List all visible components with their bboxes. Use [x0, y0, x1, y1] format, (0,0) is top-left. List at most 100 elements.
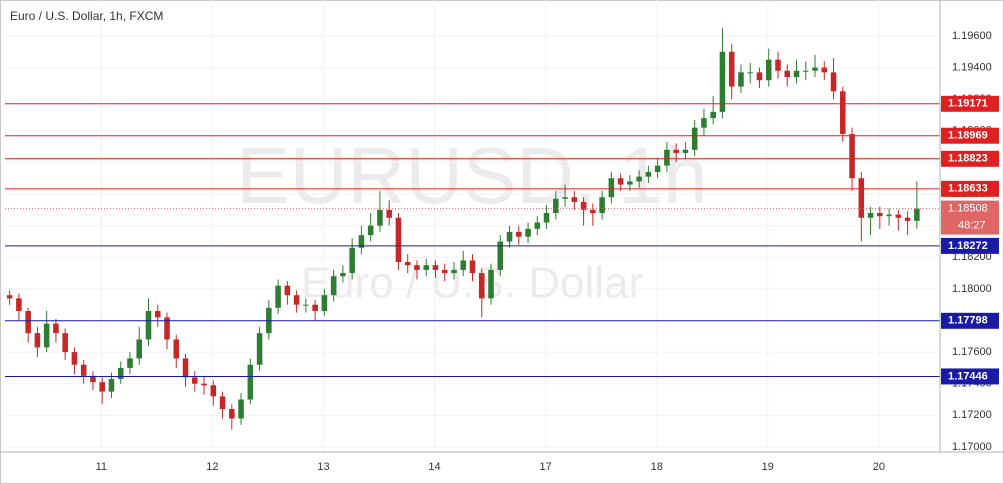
candle-body	[303, 304, 309, 306]
candle-body	[701, 118, 707, 128]
candle-body	[451, 269, 457, 274]
candle-body	[173, 339, 180, 359]
candle-body	[99, 382, 105, 392]
level-label: 1.17798	[948, 315, 988, 327]
candle-body	[312, 304, 318, 312]
level-label: 1.18633	[948, 183, 988, 195]
level-label-box	[941, 95, 999, 112]
candle-body	[395, 217, 402, 263]
x-tick-label: 12	[206, 461, 218, 473]
candle-body	[488, 269, 494, 299]
candle-body	[182, 358, 189, 378]
level-label: 1.18823	[948, 153, 988, 165]
candle-body	[877, 213, 883, 217]
candle-body	[247, 364, 254, 400]
candle-body	[682, 149, 689, 153]
candle-body	[192, 377, 198, 384]
candle-body	[793, 70, 800, 78]
candle-body	[404, 262, 411, 266]
candle-body	[423, 265, 429, 270]
x-tick-label: 11	[96, 461, 107, 473]
x-tick-label: 14	[428, 461, 440, 473]
candle-body	[62, 333, 68, 353]
x-tick-label: 19	[762, 461, 774, 473]
y-tick-label: 1.19400	[952, 61, 992, 73]
candle-body	[80, 364, 87, 376]
level-label: 1.18969	[948, 130, 988, 142]
candle-body	[284, 285, 291, 296]
chart-title: Euro / U.S. Dollar, 1h, FXCM	[10, 9, 163, 23]
candle-body	[562, 197, 568, 199]
candle-body	[710, 111, 716, 119]
level-label-box	[941, 127, 999, 144]
y-tick-label: 1.17200	[952, 409, 992, 421]
last-price-box	[941, 200, 999, 235]
candle-body	[719, 51, 726, 112]
candle-body	[636, 176, 642, 182]
candle-body	[821, 67, 828, 73]
candle-body	[664, 149, 670, 166]
countdown: 48:27	[958, 219, 986, 231]
candle-body	[117, 367, 124, 379]
candle-body	[127, 358, 133, 368]
x-tick-label: 18	[651, 461, 663, 473]
level-label: 1.18272	[948, 240, 988, 252]
candle-body	[16, 298, 22, 312]
candle-body	[784, 70, 791, 78]
watermark: EURUSD, 1h	[236, 131, 707, 220]
candle-body	[414, 265, 420, 270]
y-tick-label: 1.19600	[952, 30, 992, 42]
candle-body	[895, 214, 902, 218]
candle-body	[469, 260, 476, 274]
level-label-box	[941, 312, 999, 329]
level-label: 1.19171	[948, 98, 988, 110]
candle-body	[802, 70, 809, 72]
x-tick-label: 13	[317, 461, 329, 473]
candle-body	[154, 311, 161, 318]
candle-body	[553, 198, 559, 214]
candle-body	[460, 260, 467, 270]
candle-body	[293, 295, 300, 305]
candle-body	[525, 228, 531, 237]
candle-body	[534, 222, 541, 229]
candle-body	[654, 165, 661, 172]
candle-body	[608, 178, 615, 198]
candle-body	[34, 333, 41, 348]
candle-body	[627, 181, 633, 185]
candle-body	[849, 133, 855, 179]
level-label-box	[941, 237, 999, 254]
candle-body	[516, 231, 522, 237]
candle-body	[330, 276, 337, 296]
candle-body	[747, 72, 753, 74]
candle-body	[812, 67, 818, 71]
candle-body	[765, 59, 772, 81]
candle-body	[210, 385, 217, 397]
candle-body	[108, 378, 115, 392]
candle-body	[432, 265, 439, 270]
last-price-label: 1.18508	[948, 202, 988, 214]
candle-body	[164, 317, 170, 340]
candle-body	[367, 225, 374, 236]
candle-body	[590, 209, 596, 214]
candle-body	[617, 178, 624, 185]
candle-body	[543, 213, 550, 223]
candle-body	[691, 127, 698, 150]
candle-body	[738, 72, 744, 87]
candle-body	[914, 208, 920, 221]
candle-body	[830, 72, 837, 92]
candle-body	[53, 323, 59, 334]
candle-body	[340, 273, 346, 277]
candle-body	[441, 269, 448, 274]
candle-body	[219, 396, 226, 410]
candle-body	[571, 197, 578, 202]
candle-body	[43, 323, 50, 348]
candle-body	[25, 311, 31, 334]
x-tick-label: 20	[873, 461, 885, 473]
y-tick-label: 1.18200	[952, 251, 992, 263]
candle-body	[321, 295, 328, 312]
candle-body	[775, 59, 781, 71]
candle-body	[145, 311, 152, 340]
candle-body	[867, 213, 874, 218]
candle-body	[71, 352, 78, 365]
